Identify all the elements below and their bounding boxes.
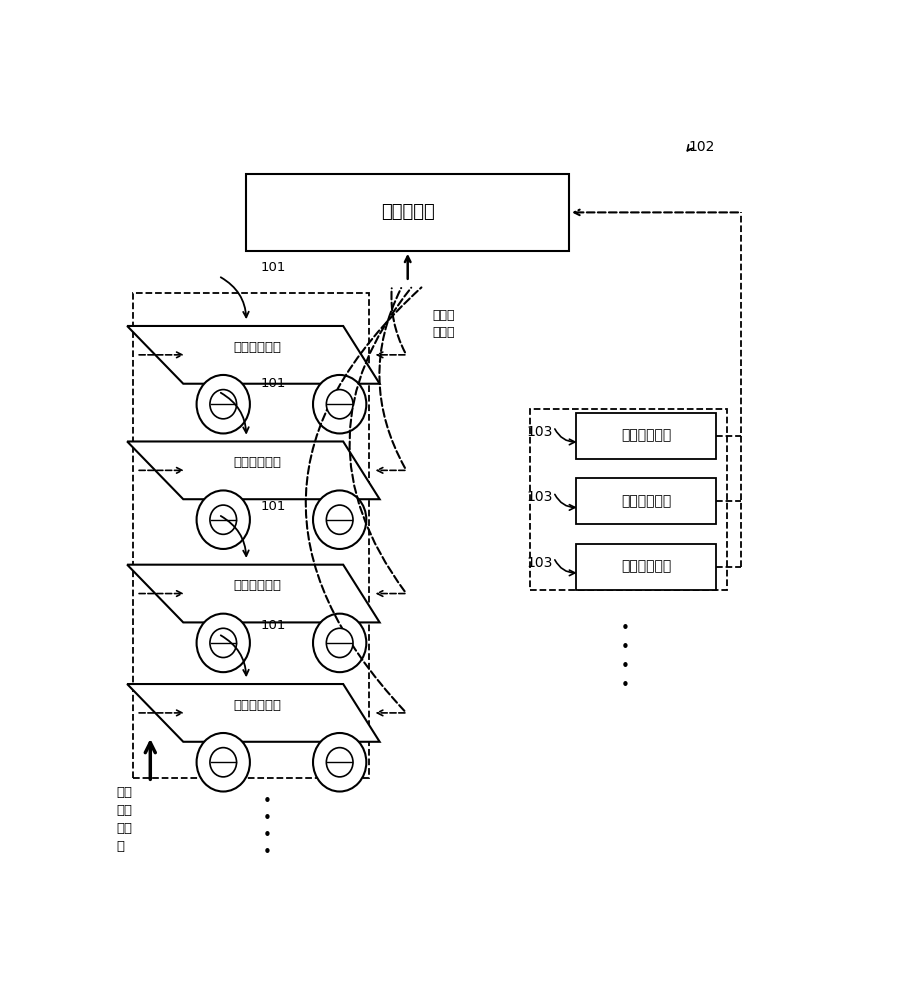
Text: 102: 102	[688, 140, 715, 154]
Text: •: •	[621, 640, 630, 655]
Bar	[576, 413, 717, 459]
Bar	[246, 174, 569, 251]
Circle shape	[313, 375, 367, 433]
Text: •: •	[263, 828, 271, 843]
Text: 信息收集系统: 信息收集系统	[621, 429, 672, 443]
Bar	[576, 478, 717, 524]
Text: •: •	[621, 678, 630, 693]
Polygon shape	[127, 441, 380, 499]
Polygon shape	[127, 684, 380, 742]
Bar	[133, 293, 369, 778]
Text: 101: 101	[261, 619, 286, 632]
Text: 车载控制系统: 车载控制系统	[233, 579, 281, 592]
Circle shape	[196, 490, 250, 549]
Text: 103: 103	[527, 425, 553, 439]
Circle shape	[327, 748, 353, 777]
Polygon shape	[127, 565, 380, 622]
Circle shape	[327, 390, 353, 419]
Text: 101: 101	[261, 261, 286, 274]
Text: 车载控制系统: 车载控制系统	[233, 699, 281, 712]
Text: •: •	[263, 794, 271, 809]
Polygon shape	[127, 326, 380, 384]
Bar	[576, 544, 717, 590]
Text: 103: 103	[527, 556, 553, 570]
Circle shape	[313, 614, 367, 672]
Text: 共享数据库: 共享数据库	[381, 203, 434, 221]
Circle shape	[313, 490, 367, 549]
Text: •: •	[263, 845, 271, 860]
Text: •: •	[621, 621, 630, 636]
Circle shape	[327, 505, 353, 534]
Circle shape	[196, 375, 250, 433]
Text: 信息收集系统: 信息收集系统	[621, 560, 672, 574]
Circle shape	[313, 733, 367, 792]
Text: 车载控制系统: 车载控制系统	[233, 341, 281, 354]
Circle shape	[196, 614, 250, 672]
Circle shape	[210, 390, 236, 419]
Circle shape	[210, 505, 236, 534]
Text: •: •	[263, 811, 271, 826]
Circle shape	[210, 748, 236, 777]
Text: 101: 101	[261, 377, 286, 390]
Circle shape	[210, 628, 236, 658]
Bar	[530, 409, 727, 590]
Text: 103: 103	[527, 490, 553, 504]
Circle shape	[196, 733, 250, 792]
Circle shape	[327, 628, 353, 658]
Text: 车载控制系统: 车载控制系统	[233, 456, 281, 469]
Text: 双向信
息传输: 双向信 息传输	[433, 309, 454, 339]
Text: 信息收集系统: 信息收集系统	[621, 494, 672, 508]
Text: •: •	[621, 659, 630, 674]
Text: 101: 101	[261, 500, 286, 513]
Text: 车辆
间数
据共
享: 车辆 间数 据共 享	[117, 786, 133, 853]
